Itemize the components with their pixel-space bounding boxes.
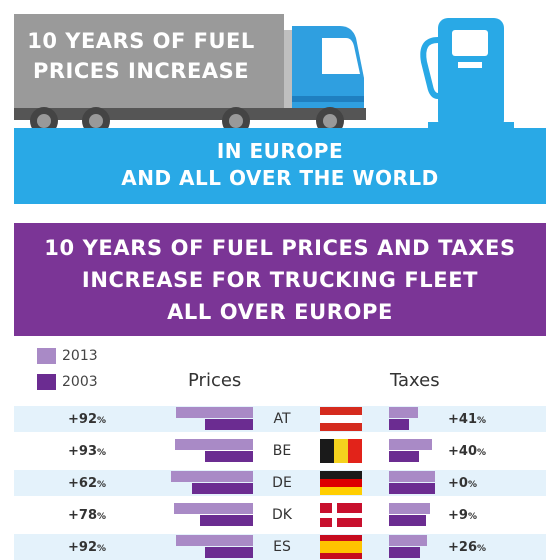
tax-bar-2003 bbox=[389, 515, 427, 526]
tax-bar-2013 bbox=[389, 535, 428, 546]
legend-swatch-2013 bbox=[37, 348, 56, 364]
price-change-label: +93% bbox=[68, 444, 107, 459]
legend-label-2003: 2003 bbox=[62, 374, 98, 390]
tax-change-label: +0% bbox=[448, 476, 477, 491]
table-row bbox=[14, 534, 546, 560]
tax-bar-2013 bbox=[389, 439, 432, 450]
section-banner bbox=[14, 223, 546, 336]
subtitle-band bbox=[14, 128, 546, 204]
price-bar-2003 bbox=[204, 419, 253, 430]
price-bar-2013 bbox=[174, 503, 253, 514]
tax-bar-2013 bbox=[389, 471, 435, 482]
price-bar-2003 bbox=[204, 451, 253, 462]
tax-change-label: +9% bbox=[448, 508, 477, 523]
tax-bar-2003 bbox=[389, 419, 410, 430]
subtitle: IN EUROPE AND ALL OVER THE WORLD bbox=[14, 138, 546, 192]
tax-change-label: +41% bbox=[448, 412, 487, 427]
section-title-line-1: 10 YEARS OF FUEL PRICES AND TAXES bbox=[44, 236, 516, 260]
price-bar-2013 bbox=[176, 407, 253, 418]
prices-column-header: Prices bbox=[188, 370, 242, 391]
section-title: 10 YEARS OF FUEL PRICES AND TAXES INCREA… bbox=[14, 232, 546, 328]
taxes-column-header: Taxes bbox=[390, 370, 440, 391]
price-change-label: +92% bbox=[68, 540, 107, 555]
fuel-pump-icon bbox=[420, 18, 514, 132]
country-code: DK bbox=[272, 507, 292, 523]
flag-icon bbox=[320, 535, 362, 559]
table-row bbox=[14, 406, 546, 432]
country-code: ES bbox=[273, 539, 291, 555]
price-change-label: +62% bbox=[68, 476, 107, 491]
title-line-2: PRICES INCREASE bbox=[32, 59, 250, 83]
price-change-label: +78% bbox=[68, 508, 107, 523]
title-box bbox=[14, 18, 268, 98]
tax-change-label: +26% bbox=[448, 540, 487, 555]
price-bar-2003 bbox=[191, 483, 253, 494]
price-bar-2013 bbox=[176, 535, 253, 546]
price-bar-2013 bbox=[170, 471, 253, 482]
legend-swatch-2003 bbox=[37, 374, 56, 390]
tax-bar-2003 bbox=[389, 451, 419, 462]
flag-icon bbox=[320, 503, 362, 527]
table-row bbox=[14, 438, 546, 464]
tax-bar-2003 bbox=[389, 547, 420, 558]
country-code: AT bbox=[273, 411, 291, 427]
price-bar-2003 bbox=[200, 515, 253, 526]
table-row bbox=[14, 502, 546, 528]
tax-change-label: +40% bbox=[448, 444, 487, 459]
subtitle-line-1: IN EUROPE bbox=[216, 139, 344, 163]
tax-bar-2003 bbox=[389, 483, 435, 494]
price-bar-2003 bbox=[204, 547, 253, 558]
table-row bbox=[14, 470, 546, 496]
title-line-1: 10 YEARS OF FUEL bbox=[27, 29, 255, 53]
flag-icon bbox=[320, 471, 362, 495]
legend-label-2013: 2013 bbox=[62, 348, 98, 364]
tax-bar-2013 bbox=[389, 503, 430, 514]
price-bar-2013 bbox=[175, 439, 253, 450]
flag-icon bbox=[320, 407, 362, 431]
section-title-line-2: INCREASE FOR TRUCKING FLEET bbox=[81, 268, 479, 292]
country-code: BE bbox=[272, 443, 292, 459]
subtitle-line-2: AND ALL OVER THE WORLD bbox=[121, 166, 439, 190]
section-title-line-3: ALL OVER EUROPE bbox=[167, 300, 393, 324]
tax-bar-2013 bbox=[389, 407, 418, 418]
page-title: 10 YEARS OF FUEL PRICES INCREASE bbox=[14, 26, 268, 86]
flag-icon bbox=[320, 439, 362, 463]
price-change-label: +92% bbox=[68, 412, 107, 427]
country-code: DE bbox=[272, 475, 292, 491]
